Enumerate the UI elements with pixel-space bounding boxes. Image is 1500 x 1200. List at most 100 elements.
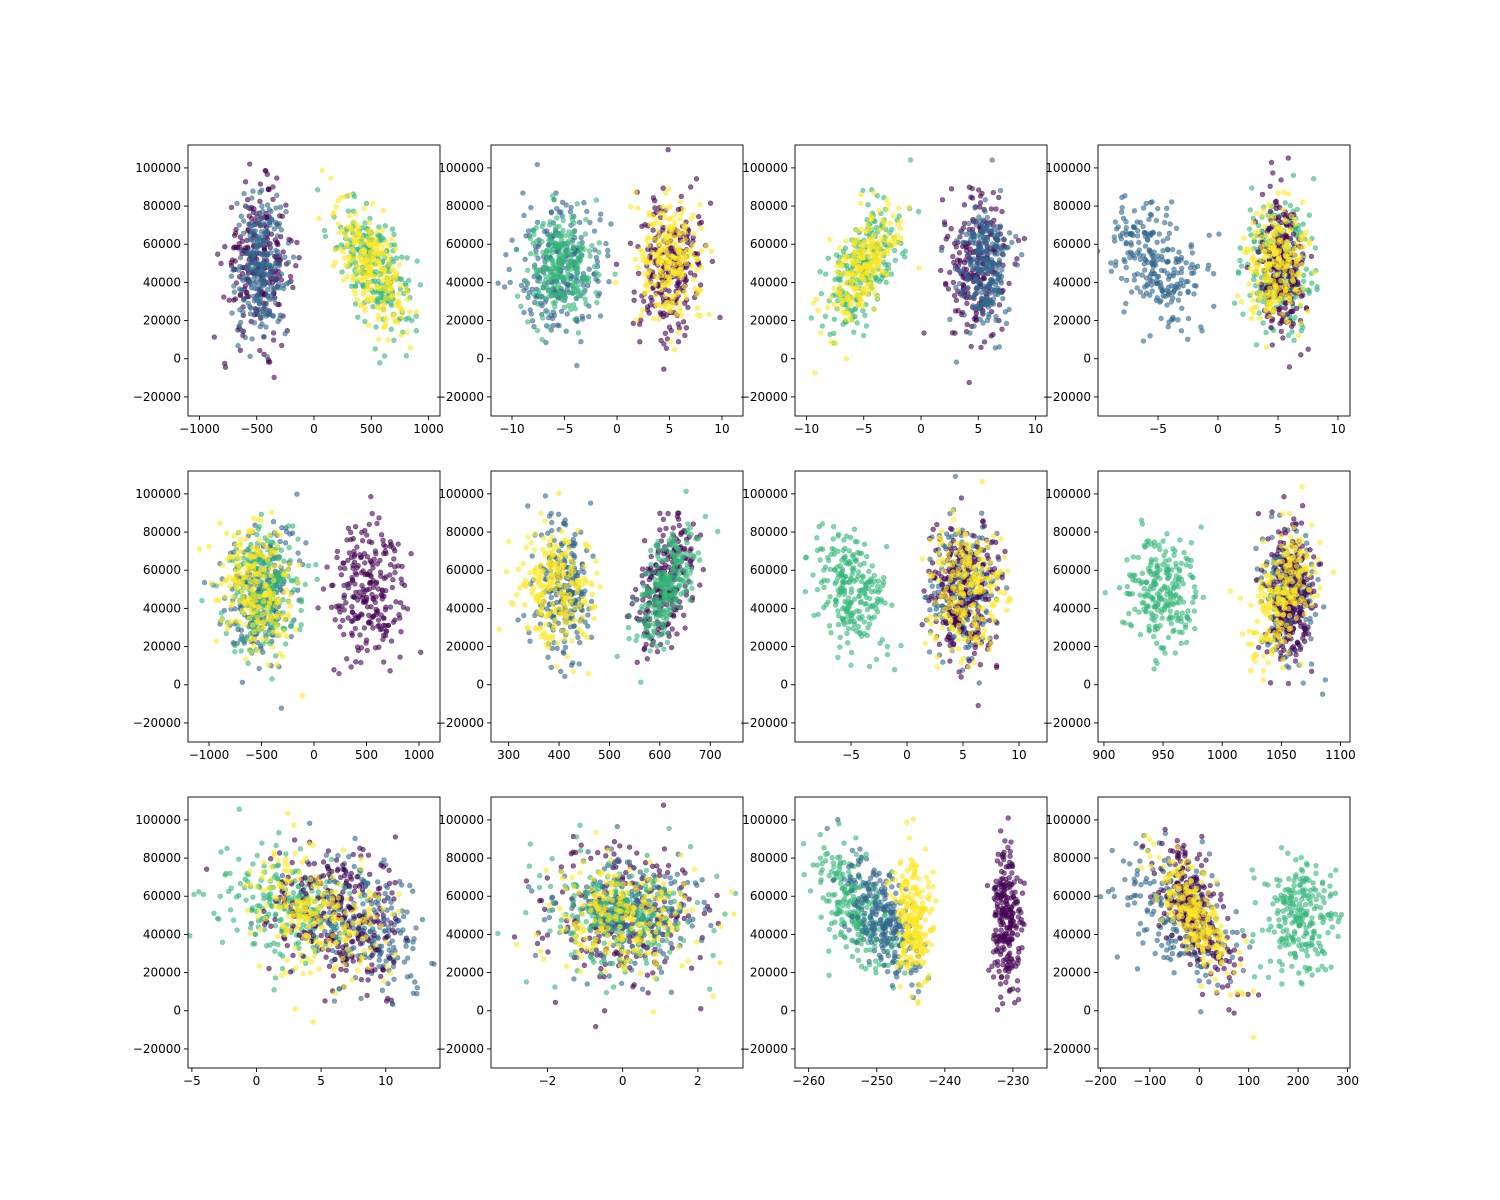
scatter-point [1015, 237, 1022, 244]
scatter-point [201, 579, 208, 586]
scatter-point [569, 260, 576, 266]
scatter-point [646, 310, 652, 316]
x-tick-label: 0 [613, 422, 621, 436]
scatter-point [907, 157, 914, 163]
scatter-point [669, 253, 675, 260]
scatter-point [282, 331, 288, 337]
scatter-point [376, 644, 382, 650]
scatter-point [391, 337, 397, 343]
scatter-point [244, 597, 251, 604]
scatter-point [666, 232, 673, 238]
scatter-point [668, 308, 674, 314]
scatter-point [374, 609, 380, 615]
scatter-point [543, 339, 549, 346]
scatter-point [1249, 185, 1255, 191]
scatter-point [694, 291, 700, 298]
scatter-point [965, 252, 971, 258]
scatter-point [1295, 272, 1302, 278]
scatter-point [298, 596, 305, 603]
scatter-point [528, 204, 534, 211]
scatter-point [1301, 272, 1307, 279]
scatter-point [335, 197, 341, 204]
scatter-point [1310, 176, 1317, 182]
scatter-point [881, 224, 887, 230]
scatter-point [945, 286, 952, 292]
scatter-point [835, 305, 841, 312]
scatter-point [386, 252, 392, 259]
scatter-point [386, 261, 392, 268]
scatter-point [274, 175, 280, 181]
scatter-point [1308, 253, 1315, 260]
scatter-point [1256, 296, 1263, 302]
scatter-point [230, 594, 236, 600]
scatter-point [660, 185, 666, 191]
scatter-point [237, 541, 244, 548]
x-tick-label: 10 [1330, 422, 1345, 436]
scatter-point [698, 264, 705, 271]
scatter-point [1278, 177, 1284, 183]
scatter-point [1184, 336, 1191, 342]
scatter-point [827, 331, 833, 337]
scatter-point [385, 337, 391, 343]
scatter-point [272, 276, 278, 282]
scatter-point [273, 653, 279, 659]
scatter-point [565, 240, 571, 246]
scatter-point [1108, 268, 1115, 274]
scatter-point [355, 597, 361, 603]
scatter-point [890, 213, 896, 219]
scatter-point [1266, 237, 1273, 244]
scatter-point [1158, 267, 1165, 274]
scatter-point [236, 323, 242, 329]
scatter-point [1298, 352, 1304, 358]
scatter-point [237, 292, 244, 299]
scatter-point [295, 550, 301, 556]
scatter-point [1261, 241, 1268, 247]
scatter-point [1189, 250, 1196, 256]
scatter-point [694, 305, 700, 311]
scatter-point [556, 223, 562, 230]
scatter-point [874, 294, 881, 300]
scatter-point [387, 561, 394, 568]
scatter-point [1000, 236, 1007, 242]
scatter-point [1267, 285, 1273, 291]
scatter-point [810, 300, 817, 306]
scatter-point [571, 279, 577, 285]
scatter-point [378, 266, 384, 272]
scatter-point [676, 329, 682, 335]
scatter-point [255, 526, 262, 532]
scatter-point [374, 229, 381, 235]
scatter-point [248, 285, 255, 291]
scatter-point [994, 251, 1001, 257]
scatter-point [503, 252, 509, 258]
x-tick-label: 0 [1214, 422, 1222, 436]
scatter-point [542, 295, 548, 301]
scatter-point [349, 609, 356, 615]
scatter-point [1263, 344, 1270, 350]
scatter-point [380, 615, 387, 621]
scatter-point [691, 231, 697, 237]
scatter-point [1290, 231, 1297, 237]
scatter-point [534, 219, 541, 226]
scatter-point [248, 578, 254, 585]
scatter-point [247, 637, 253, 643]
scatter-point [1267, 203, 1273, 210]
scatter-point [963, 231, 970, 238]
scatter-point [404, 255, 410, 261]
scatter-point [1264, 297, 1270, 304]
scatter-point [664, 279, 670, 286]
scatter-point [256, 626, 262, 632]
scatter-point [687, 247, 694, 253]
scatter-point [964, 300, 970, 307]
scatter-point [547, 269, 554, 276]
scatter-point [241, 218, 247, 224]
scatter-point [546, 222, 553, 228]
scatter-point [233, 226, 239, 233]
scatter-point [1112, 262, 1119, 269]
scatter-point [362, 307, 368, 314]
scatter-point [975, 187, 982, 193]
scatter-point [554, 241, 560, 248]
scatter-point [1147, 199, 1154, 206]
scatter-point [561, 304, 568, 310]
scatter-point [957, 269, 963, 275]
scatter-point [828, 294, 834, 301]
